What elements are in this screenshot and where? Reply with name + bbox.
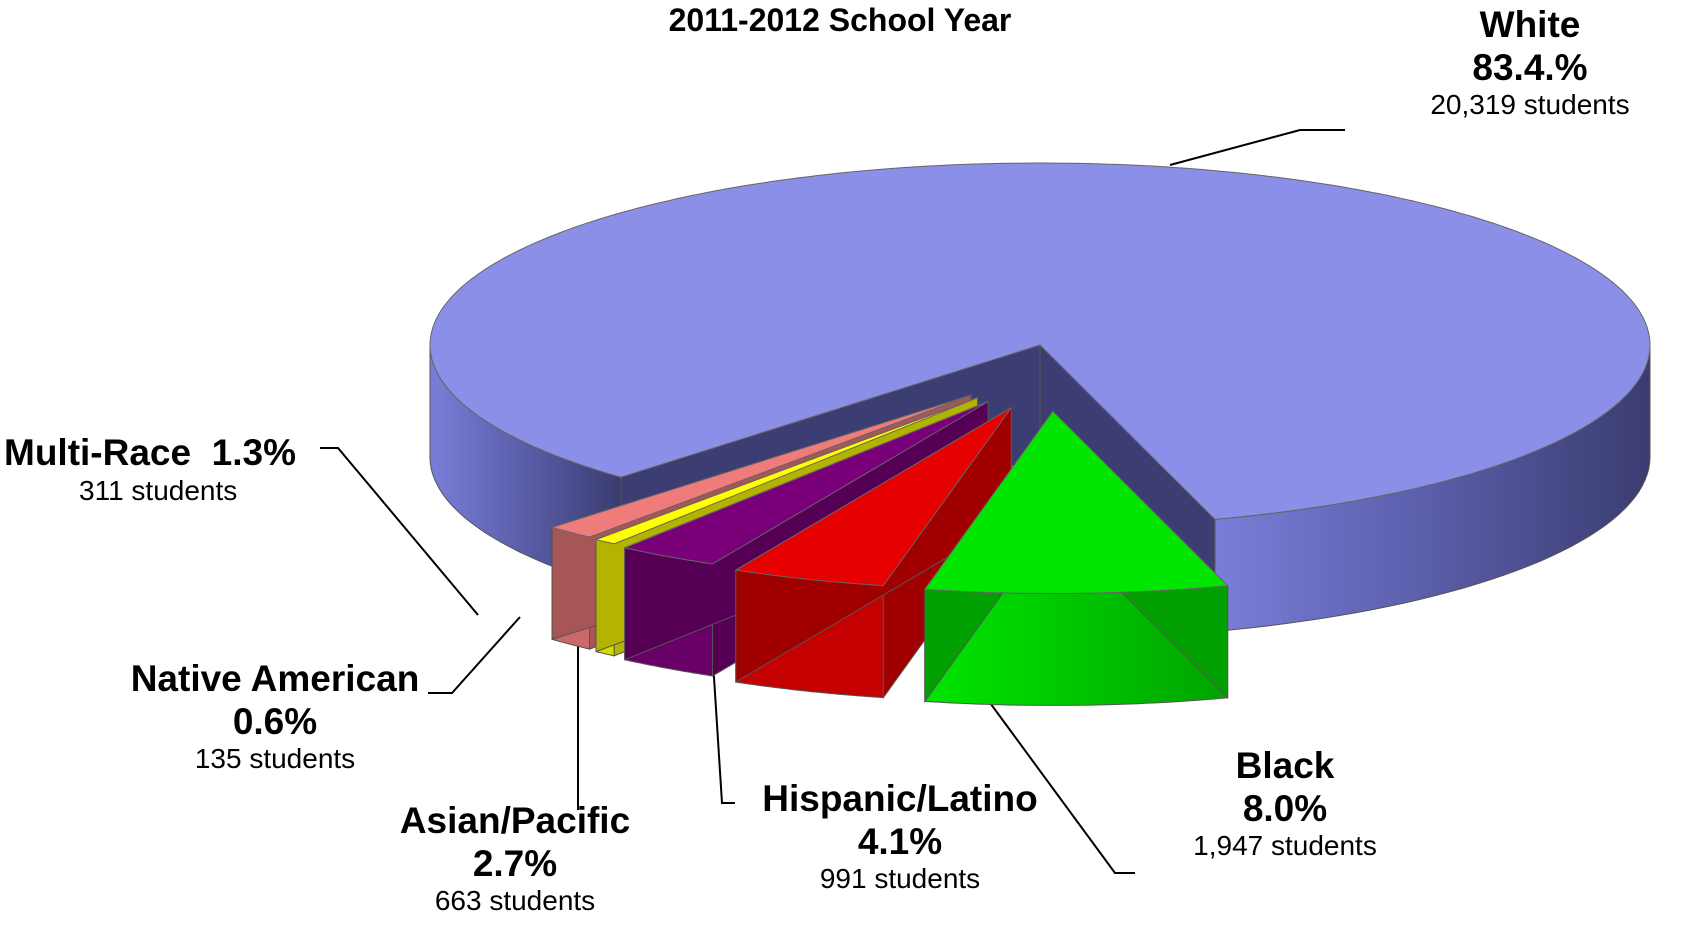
label-hispanic-latino-percent: 4.1% xyxy=(857,820,943,862)
label-asian-pacific-count: 663 students xyxy=(434,885,596,917)
label-white-name: White xyxy=(1479,4,1581,45)
label-native-american-count: 135 students xyxy=(194,743,356,775)
label-asian-pacific: Asian/Pacific 2.7% 663 students xyxy=(375,800,655,917)
leader-line-black xyxy=(959,661,1135,874)
label-native-american: Native American 0.6% 135 students xyxy=(110,658,440,775)
leader-line-multi-race xyxy=(320,447,479,616)
leader-lines xyxy=(320,129,1345,874)
label-white-percent: 83.4.% xyxy=(1472,46,1588,88)
label-hispanic-latino-count: 991 students xyxy=(819,863,981,895)
slice-multi-race-top xyxy=(550,394,972,538)
label-multi-race-name: Multi-Race 1.3% xyxy=(4,432,296,473)
label-black: Black 8.0% 1,947 students xyxy=(1150,745,1420,862)
slice-native-american-top xyxy=(594,397,978,545)
pie-slices xyxy=(429,162,1651,706)
leader-line-hispanic-latino xyxy=(711,645,735,804)
slice-black-top xyxy=(923,410,1229,594)
label-asian-pacific-percent: 2.7% xyxy=(472,842,558,884)
label-white-count: 20,319 students xyxy=(1430,89,1630,121)
slice-white-top xyxy=(429,162,1651,520)
slice-black xyxy=(923,409,1229,706)
leader-line-white xyxy=(1169,129,1345,166)
label-white: White 83.4.% 20,319 students xyxy=(1420,4,1640,121)
slice-hispanic-latino xyxy=(734,406,1012,700)
label-hispanic-latino-name: Hispanic/Latino xyxy=(762,778,1038,819)
label-black-count: 1,947 students xyxy=(1193,830,1377,862)
label-black-percent: 8.0% xyxy=(1242,787,1328,829)
label-multi-race: Multi-Race 1.3% 311 students xyxy=(4,432,344,507)
slice-asian-pacific-top xyxy=(622,401,989,565)
chart-title: 2011-2012 School Year xyxy=(668,2,1012,38)
slice-hispanic-latino-top xyxy=(734,407,1012,587)
label-hispanic-latino: Hispanic/Latino 4.1% 991 students xyxy=(740,778,1060,895)
label-native-american-percent: 0.6% xyxy=(232,700,318,742)
label-black-name: Black xyxy=(1235,745,1335,786)
leader-line-native-american xyxy=(428,616,521,694)
label-native-american-name: Native American xyxy=(130,658,420,699)
label-asian-pacific-name: Asian/Pacific xyxy=(399,800,631,841)
label-multi-race-count: 311 students xyxy=(79,474,238,506)
